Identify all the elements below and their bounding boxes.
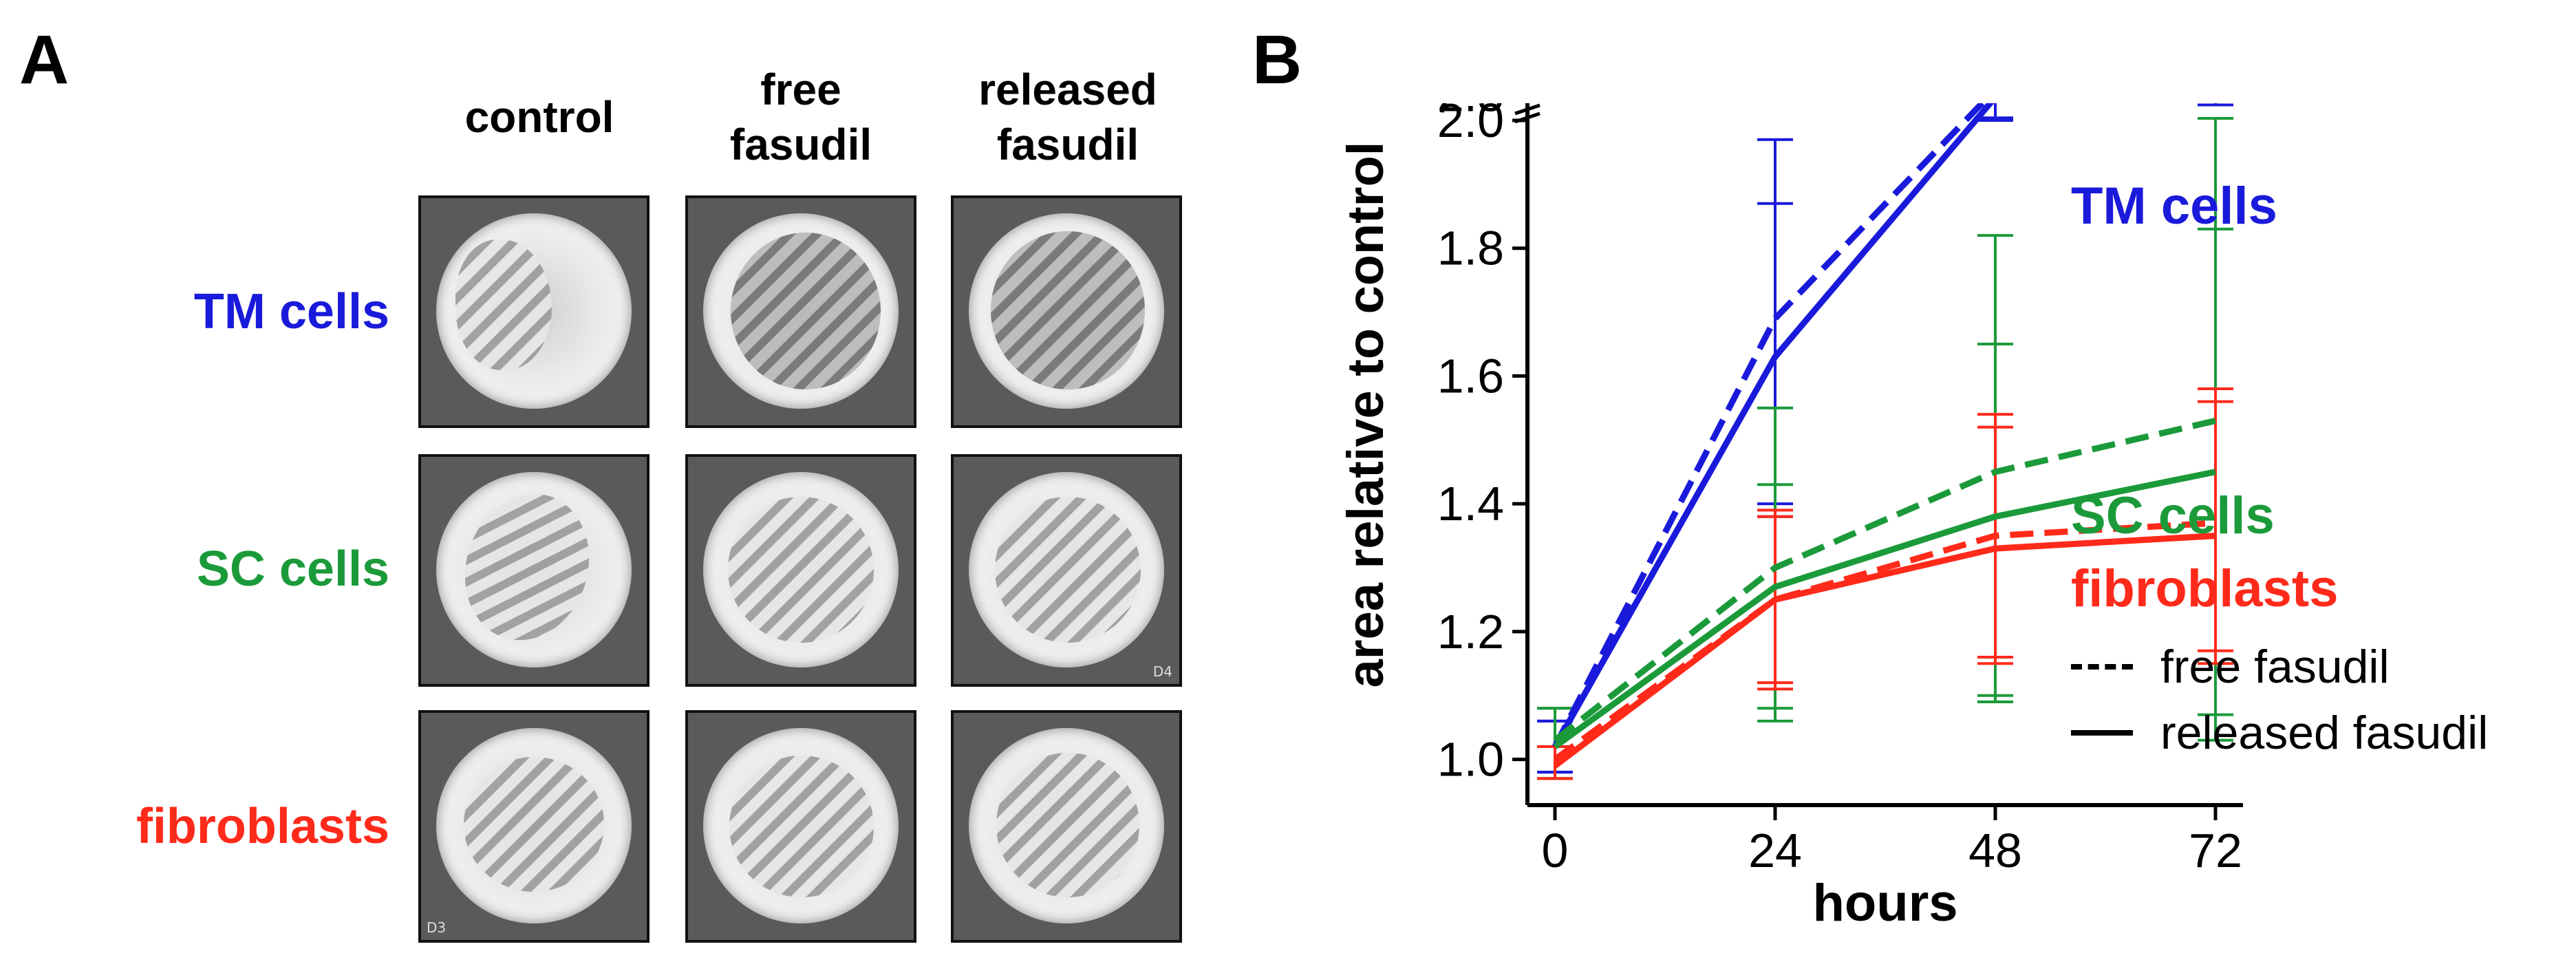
well-photo-fibro-control: D3 (418, 710, 650, 943)
well-photo-sc-free (685, 454, 916, 687)
column-label-released-fasudil: released fasudil (937, 62, 1199, 172)
dashed-line-swatch (2071, 664, 2133, 670)
x-tick-label: 24 (1748, 824, 1802, 877)
series-line-sc-cells-free-fasudil (1553, 418, 2217, 743)
y-tick-label: 2.0 (1437, 103, 1504, 147)
column-label-text: free fasudil (729, 65, 872, 169)
y-tick-label: 1.4 (1437, 477, 1504, 531)
series-line-tm-cells-free-fasudil (1552, 103, 1987, 749)
legend-sc-cells: SC cells (2071, 486, 2275, 545)
x-axis-label: hours (1812, 874, 1957, 929)
well-photo-fibro-free (685, 710, 916, 943)
y-tick-label: 2.5 (1437, 103, 1504, 122)
x-tick-label: 0 (1542, 824, 1569, 877)
well-id-label: D3 (427, 919, 447, 936)
well-photo-tm-free (685, 195, 916, 428)
well-photo-fibro-released (951, 710, 1182, 943)
series-line-fibroblasts-released-fasudil (1553, 533, 2216, 769)
column-label-control: control (409, 89, 670, 145)
row-label-sc-cells: SC cells (196, 542, 389, 597)
well-photo-sc-control (418, 454, 650, 687)
line-chart: 1.01.21.41.61.82.02.53.50244872hoursarea… (1337, 103, 2243, 929)
legend-released-fasudil-label: released fasudil (2160, 707, 2489, 759)
x-tick-label: 72 (2189, 824, 2242, 877)
axis-break-mark (1514, 103, 1541, 116)
row-label-fibroblasts: fibroblasts (136, 799, 389, 854)
y-tick-label: 1.2 (1437, 605, 1504, 659)
column-label-text: released fasudil (978, 65, 1157, 169)
well-photo-sc-released: D4 (951, 454, 1182, 687)
series-line-sc-cells-released-fasudil (1553, 469, 2216, 749)
column-label-free-fasudil: free fasudil (670, 62, 932, 172)
y-axis-label: area relative to control (1337, 142, 1394, 688)
well-photo-tm-released (951, 195, 1182, 428)
legend-free-fasudil-label: free fasudil (2160, 641, 2390, 693)
y-tick-label: 1.6 (1437, 349, 1504, 403)
series-line-fibroblasts-free-fasudil (1553, 520, 2216, 762)
series-line-tm-cells-released-fasudil (1552, 103, 1995, 749)
y-tick-label: 1.0 (1437, 733, 1504, 787)
x-tick-label: 48 (1968, 824, 2022, 877)
row-label-tm-cells: TM cells (193, 284, 389, 339)
well-photo-tm-control (418, 195, 650, 428)
legend-fibroblasts: fibroblasts (2071, 559, 2339, 618)
legend-released-fasudil: released fasudil (2071, 706, 2488, 760)
panel-a-letter: A (19, 21, 69, 98)
y-tick-label: 1.8 (1437, 222, 1504, 275)
legend-tm-cells: TM cells (2071, 177, 2277, 235)
well-id-label: D4 (1152, 663, 1172, 680)
solid-line-swatch (2071, 730, 2133, 736)
legend-free-fasudil: free fasudil (2071, 640, 2390, 694)
panel-b-letter: B (1252, 21, 1302, 98)
column-label-text: control (464, 92, 614, 142)
